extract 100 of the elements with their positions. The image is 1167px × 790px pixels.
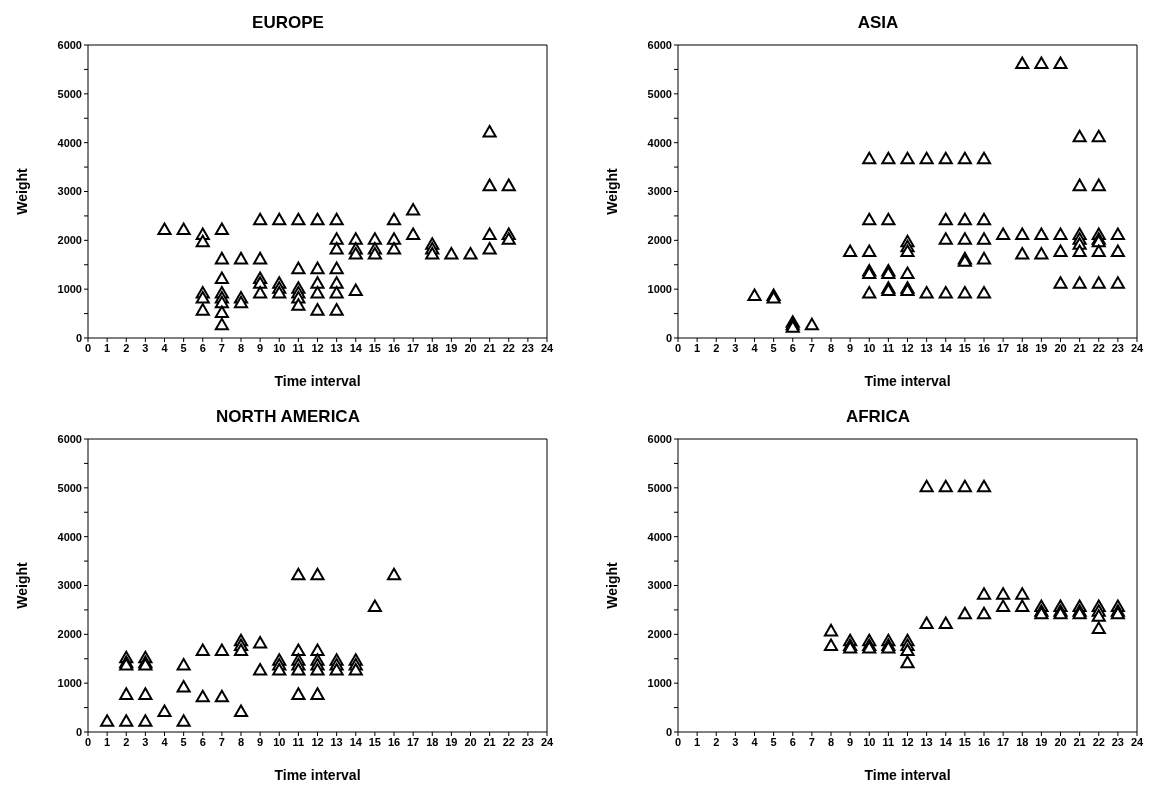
x-tick-label: 13 bbox=[330, 341, 343, 354]
x-tick-label: 21 bbox=[1073, 735, 1086, 748]
y-axis-title: Weight bbox=[13, 167, 30, 215]
x-tick-label: 10 bbox=[273, 341, 286, 354]
y-tick-label: 4000 bbox=[647, 530, 672, 543]
y-tick-label: 4000 bbox=[57, 530, 82, 543]
x-tick-label: 6 bbox=[789, 735, 796, 748]
chart-title: EUROPE bbox=[251, 12, 325, 34]
x-tick-label: 9 bbox=[257, 735, 264, 748]
x-tick-label: 5 bbox=[180, 735, 187, 748]
x-tick-label: 11 bbox=[292, 341, 305, 354]
x-tick-label: 6 bbox=[199, 341, 206, 354]
y-tick-label: 0 bbox=[75, 725, 82, 738]
x-tick-label: 1 bbox=[104, 735, 111, 748]
x-tick-label: 19 bbox=[445, 341, 458, 354]
x-tick-label: 18 bbox=[1016, 735, 1029, 748]
x-tick-label: 0 bbox=[674, 735, 682, 748]
x-tick-label: 12 bbox=[311, 735, 324, 748]
x-tick-label: 22 bbox=[502, 341, 515, 354]
x-tick-label: 17 bbox=[407, 341, 420, 354]
y-tick-label: 2000 bbox=[57, 628, 82, 641]
x-tick-label: 19 bbox=[445, 735, 458, 748]
y-tick-label: 5000 bbox=[57, 481, 82, 494]
x-tick-label: 18 bbox=[426, 341, 439, 354]
x-tick-label: 9 bbox=[847, 341, 854, 354]
x-tick-label: 7 bbox=[218, 735, 225, 748]
x-tick-label: 23 bbox=[521, 735, 534, 748]
y-tick-label: 6000 bbox=[647, 38, 672, 51]
y-tick-label: 1000 bbox=[647, 677, 672, 690]
x-tick-label: 9 bbox=[257, 341, 264, 354]
x-tick-label: 7 bbox=[808, 341, 815, 354]
y-tick-label: 6000 bbox=[647, 432, 672, 445]
x-tick-label: 22 bbox=[502, 735, 515, 748]
x-tick-label: 4 bbox=[751, 341, 759, 354]
x-tick-label: 0 bbox=[84, 735, 92, 748]
x-tick-label: 15 bbox=[368, 341, 381, 354]
x-tick-label: 2 bbox=[713, 735, 720, 748]
x-tick-label: 19 bbox=[1035, 735, 1048, 748]
y-tick-label: 3000 bbox=[647, 579, 672, 592]
x-tick-label: 16 bbox=[977, 341, 991, 354]
x-tick-label: 20 bbox=[1054, 341, 1067, 354]
x-tick-label: 15 bbox=[368, 735, 381, 748]
x-tick-label: 5 bbox=[770, 735, 777, 748]
y-axis-title: Weight bbox=[603, 167, 620, 215]
chart-title: ASIA bbox=[856, 12, 900, 34]
x-tick-label: 13 bbox=[920, 735, 933, 748]
x-tick-label: 23 bbox=[1111, 341, 1124, 354]
x-tick-label: 20 bbox=[464, 341, 477, 354]
y-tick-label: 1000 bbox=[647, 283, 672, 296]
x-tick-label: 16 bbox=[977, 735, 991, 748]
x-tick-label: 11 bbox=[882, 341, 895, 354]
x-tick-label: 16 bbox=[387, 735, 401, 748]
x-tick-label: 24 bbox=[540, 735, 554, 748]
y-tick-label: 4000 bbox=[57, 136, 82, 149]
x-axis-title: Time interval bbox=[864, 767, 951, 783]
x-tick-label: 19 bbox=[1035, 341, 1048, 354]
x-tick-label: 8 bbox=[237, 341, 245, 354]
x-tick-label: 21 bbox=[483, 735, 496, 748]
x-tick-label: 14 bbox=[939, 341, 953, 354]
y-tick-label: 0 bbox=[75, 331, 82, 344]
x-tick-label: 17 bbox=[407, 735, 420, 748]
x-tick-label: 9 bbox=[847, 735, 854, 748]
x-tick-label: 11 bbox=[882, 735, 895, 748]
x-tick-label: 3 bbox=[142, 735, 149, 748]
x-tick-label: 17 bbox=[997, 735, 1010, 748]
x-tick-label: 10 bbox=[863, 735, 876, 748]
x-tick-label: 24 bbox=[1130, 735, 1144, 748]
x-tick-label: 8 bbox=[827, 735, 835, 748]
y-tick-label: 6000 bbox=[57, 38, 82, 51]
x-tick-label: 24 bbox=[1130, 341, 1144, 354]
x-tick-label: 20 bbox=[464, 735, 477, 748]
x-tick-label: 13 bbox=[330, 735, 343, 748]
x-tick-label: 13 bbox=[920, 341, 933, 354]
x-tick-label: 2 bbox=[123, 341, 130, 354]
x-tick-label: 10 bbox=[273, 735, 286, 748]
x-tick-label: 15 bbox=[958, 735, 971, 748]
y-tick-label: 5000 bbox=[57, 87, 82, 100]
x-tick-label: 24 bbox=[540, 341, 554, 354]
x-tick-label: 20 bbox=[1054, 735, 1067, 748]
y-tick-label: 0 bbox=[665, 331, 672, 344]
y-tick-label: 2000 bbox=[57, 234, 82, 247]
x-tick-label: 16 bbox=[387, 341, 401, 354]
y-tick-label: 3000 bbox=[57, 185, 82, 198]
y-tick-label: 3000 bbox=[57, 579, 82, 592]
y-tick-label: 5000 bbox=[647, 481, 672, 494]
x-tick-label: 4 bbox=[751, 735, 759, 748]
x-tick-label: 8 bbox=[237, 735, 245, 748]
chart-title: AFRICA bbox=[844, 406, 912, 428]
x-tick-label: 0 bbox=[84, 341, 92, 354]
x-tick-label: 17 bbox=[997, 341, 1010, 354]
y-tick-label: 1000 bbox=[57, 283, 82, 296]
y-tick-label: 0 bbox=[665, 725, 672, 738]
x-tick-label: 3 bbox=[142, 341, 149, 354]
x-tick-label: 10 bbox=[863, 341, 876, 354]
y-tick-label: 4000 bbox=[647, 136, 672, 149]
x-tick-label: 1 bbox=[694, 735, 701, 748]
x-tick-label: 7 bbox=[808, 735, 815, 748]
y-axis-title: Weight bbox=[603, 561, 620, 609]
x-tick-label: 15 bbox=[958, 341, 971, 354]
x-tick-label: 3 bbox=[732, 735, 739, 748]
